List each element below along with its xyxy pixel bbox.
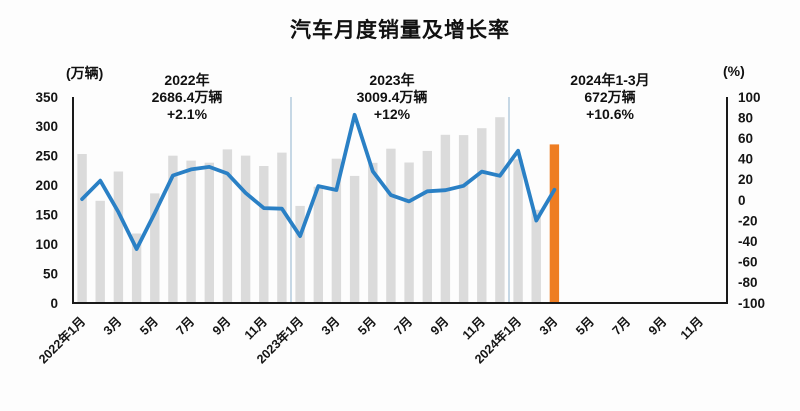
axis-frame: [72, 97, 728, 304]
highlight-bar: [549, 144, 560, 303]
x-axis-tick-label: 5月: [573, 314, 597, 338]
chart-title: 汽车月度销量及增长率: [290, 19, 510, 42]
sales-bar: [331, 158, 342, 303]
annotation-2022-total: 2686.4万辆: [151, 89, 223, 105]
sales-bar: [404, 162, 414, 303]
left-axis-tick-label: 100: [35, 237, 58, 252]
sales-bar: [150, 193, 160, 303]
right-axis-ticks: 100 80 60 40 20 0 -20 -40 -60 -80 -100: [738, 90, 765, 311]
sales-bar: [513, 159, 523, 303]
x-axis-tick-label: 5月: [137, 314, 161, 338]
left-axis-tick-label: 200: [35, 178, 58, 193]
left-axis-ticks: 0 50 100 150 200 250 300 350: [35, 90, 58, 311]
sales-bar: [95, 200, 105, 303]
left-axis-tick-label: 300: [35, 119, 58, 134]
growth-line: [80, 112, 557, 251]
left-axis-tick-label: 350: [35, 90, 58, 105]
sales-bar: [477, 128, 487, 303]
right-axis-tick-label: 40: [738, 152, 753, 167]
sales-bar: [131, 233, 142, 303]
x-axis-tick-label: 9月: [210, 314, 234, 338]
sales-bar: [277, 152, 287, 303]
sales-bar: [440, 134, 451, 303]
sales-bar: [222, 149, 233, 303]
sales-bar: [495, 117, 505, 303]
right-axis-unit-label: (%): [723, 63, 745, 79]
annotation-2024q1-period: 2024年1-3月: [570, 72, 650, 88]
x-axis-tick-label: 2022年1月: [35, 314, 88, 367]
right-axis-tick-label: 0: [738, 193, 746, 208]
right-axis-tick-label: -40: [738, 234, 758, 249]
x-axis-tick-label: 5月: [355, 314, 379, 338]
annotation-2023-total: 3009.4万辆: [356, 89, 428, 105]
sales-bars: [77, 117, 560, 303]
sales-bar: [186, 160, 196, 303]
sales-bar: [368, 162, 378, 303]
sales-bar: [77, 154, 87, 303]
x-axis-tick-label: 3月: [101, 314, 125, 338]
annotation-2024q1-growth: +10.6%: [586, 106, 634, 122]
annotation-2023-growth: +12%: [373, 106, 411, 122]
left-axis-tick-label: 50: [43, 266, 58, 281]
right-axis-tick-label: 100: [738, 90, 761, 105]
right-axis-tick-label: 60: [738, 131, 753, 146]
x-axis-tick-label: 9月: [428, 314, 452, 338]
right-axis-tick-label: -60: [738, 255, 758, 270]
x-axis-tick-label: 7月: [174, 314, 198, 338]
annotation-2022-growth: +2.1%: [166, 106, 208, 122]
x-axis-tick-label: 11月: [678, 314, 706, 342]
x-axis-tick-label: 3月: [537, 314, 561, 338]
sales-bar: [295, 205, 305, 303]
left-axis-tick-label: 250: [35, 149, 58, 164]
right-axis-tick-label: 20: [738, 172, 753, 187]
left-axis-unit-label: (万辆): [66, 65, 104, 81]
sales-bar: [204, 162, 214, 303]
sales-bar: [386, 148, 396, 303]
left-axis-tick-label: 150: [35, 208, 58, 223]
sales-bar: [168, 155, 178, 303]
x-axis-tick-label: 7月: [610, 314, 634, 338]
annotation-2024q1: 2024年1-3月 672万辆 +10.6%: [515, 72, 705, 123]
right-axis-tick-label: -80: [738, 275, 758, 290]
annotation-2023-year: 2023年: [369, 72, 415, 88]
x-axis-tick-label: 9月: [646, 314, 670, 338]
right-axis-tick-label: -20: [738, 213, 758, 228]
x-axis-tick-label: 11月: [460, 314, 488, 342]
sales-bar: [531, 209, 541, 303]
sales-bar: [313, 186, 323, 303]
sales-bar: [422, 150, 432, 303]
x-axis-tick-label: 3月: [319, 314, 343, 338]
annotation-2022: 2022年 2686.4万辆 +2.1%: [97, 72, 277, 123]
annotation-2023: 2023年 3009.4万辆 +12%: [302, 72, 482, 123]
sales-bar: [240, 155, 251, 303]
x-axis-tick-label: 11月: [242, 314, 270, 342]
annotation-2022-year: 2022年: [164, 72, 210, 88]
right-axis-tick-label: -100: [738, 296, 765, 311]
right-axis-tick-label: 80: [738, 110, 753, 125]
sales-bar: [349, 175, 360, 303]
left-axis-tick-label: 0: [50, 296, 58, 311]
x-axis-tick-label: 7月: [392, 314, 416, 338]
sales-bar: [113, 171, 124, 303]
sales-bar: [458, 135, 469, 303]
sales-bar: [259, 166, 269, 303]
annotation-2024q1-total: 672万辆: [584, 89, 636, 105]
